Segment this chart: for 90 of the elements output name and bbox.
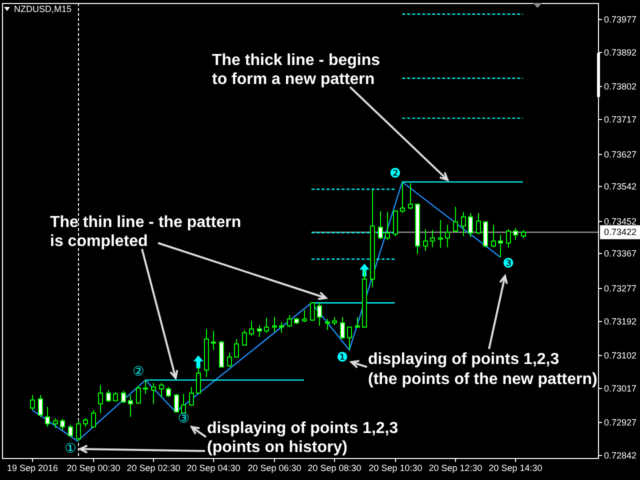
candlestick	[136, 385, 141, 404]
y-tick-label: 0.73627	[604, 150, 637, 160]
candlestick	[211, 330, 216, 351]
candlestick	[121, 390, 126, 404]
annotation: displaying of points 1,2,3 (points on history)	[207, 420, 398, 456]
candlestick	[430, 229, 435, 248]
annotation: ❶	[336, 350, 348, 366]
candlestick	[340, 316, 345, 340]
candlestick	[453, 206, 458, 233]
candlestick	[310, 302, 315, 322]
candlestick	[355, 316, 360, 328]
candlestick	[174, 393, 179, 412]
y-tick-label: 0.73977	[604, 14, 637, 24]
candlestick	[45, 406, 50, 428]
candlestick	[438, 219, 443, 248]
chart-title: NZDUSD,M15	[14, 4, 72, 14]
candlestick	[76, 419, 81, 442]
candlestick	[279, 322, 284, 334]
candlestick	[498, 234, 503, 258]
candlestick	[257, 324, 262, 338]
candlestick	[143, 380, 148, 394]
annotation: ❷	[389, 166, 402, 182]
candlestick	[60, 418, 65, 430]
candlestick	[128, 394, 133, 418]
candlestick	[159, 382, 164, 398]
y-tick-label: 0.73367	[604, 248, 637, 258]
candlestick	[181, 393, 186, 414]
candlestick	[98, 384, 103, 414]
candlestick	[30, 394, 35, 411]
x-tick-label: 20 Sep 14:30	[488, 463, 542, 473]
candlestick	[513, 228, 518, 240]
x-tick-label: 20 Sep 04:30	[186, 463, 240, 473]
candlestick	[249, 320, 254, 336]
candlestick	[445, 224, 450, 248]
x-tick-label: 20 Sep 12:30	[428, 463, 482, 473]
candlestick	[38, 394, 43, 418]
candlestick	[506, 228, 511, 248]
series-label: 0.73422	[604, 227, 637, 238]
annotation: ❸	[502, 256, 514, 272]
x-tick-label: 20 Sep 00:30	[66, 463, 120, 473]
y-tick-label: 0.73452	[604, 216, 637, 226]
annotation: The thin line - the pattern is completed	[50, 214, 242, 250]
candlestick	[400, 181, 405, 214]
x-tick-label: 20 Sep 08:30	[308, 463, 362, 473]
x-tick-label: 20 Sep 02:30	[126, 463, 180, 473]
candlestick	[166, 386, 171, 398]
candlestick	[347, 326, 352, 351]
candlestick	[272, 316, 277, 333]
candlestick	[476, 212, 481, 235]
candlestick	[264, 317, 269, 334]
candlestick	[491, 224, 496, 248]
y-tick-label: 0.72842	[604, 450, 637, 460]
y-tick-label: 0.73892	[604, 48, 637, 58]
candlestick	[234, 338, 239, 358]
annotation: displaying of points 1,2,3 (the points of the new pattern)	[368, 351, 598, 388]
candlestick	[393, 209, 398, 237]
candlestick	[151, 382, 156, 404]
candlestick	[242, 330, 247, 346]
candlestick	[423, 228, 428, 252]
y-tick-label: 0.73192	[604, 316, 637, 326]
candlestick	[227, 352, 232, 368]
y-tick-label: 0.73802	[604, 82, 637, 92]
annotation: The thick line - begins to form a new pattern	[212, 52, 380, 88]
candlestick	[408, 182, 413, 210]
candlestick	[302, 310, 307, 323]
candlestick	[317, 302, 322, 326]
candlestick	[68, 424, 73, 438]
y-tick-label: 0.73017	[604, 384, 637, 394]
annotation: ①	[64, 442, 76, 457]
x-tick-label: 20 Sep 06:30	[248, 463, 302, 473]
candlestick	[378, 210, 383, 240]
x-tick-label: 19 Sep 2016	[6, 463, 58, 473]
candlestick	[468, 212, 473, 238]
annotation: ②	[132, 364, 144, 380]
candlestick	[196, 366, 201, 394]
candlestick	[189, 386, 194, 406]
y-tick-label: 0.73277	[604, 284, 637, 294]
annotation: ③	[178, 411, 190, 426]
candlestick	[106, 390, 111, 402]
candlestick	[461, 211, 466, 237]
y-tick-label: 0.73717	[604, 114, 637, 124]
candlestick	[325, 318, 330, 331]
y-tick-label: 0.73542	[604, 182, 637, 192]
candlestick	[385, 211, 390, 240]
x-tick-label: 20 Sep 10:30	[368, 463, 422, 473]
y-tick-label: 0.73102	[604, 350, 637, 360]
y-tick-label: 0.72927	[604, 418, 637, 428]
candlestick	[53, 418, 58, 429]
candlestick	[287, 314, 292, 328]
candlestick	[91, 410, 96, 428]
